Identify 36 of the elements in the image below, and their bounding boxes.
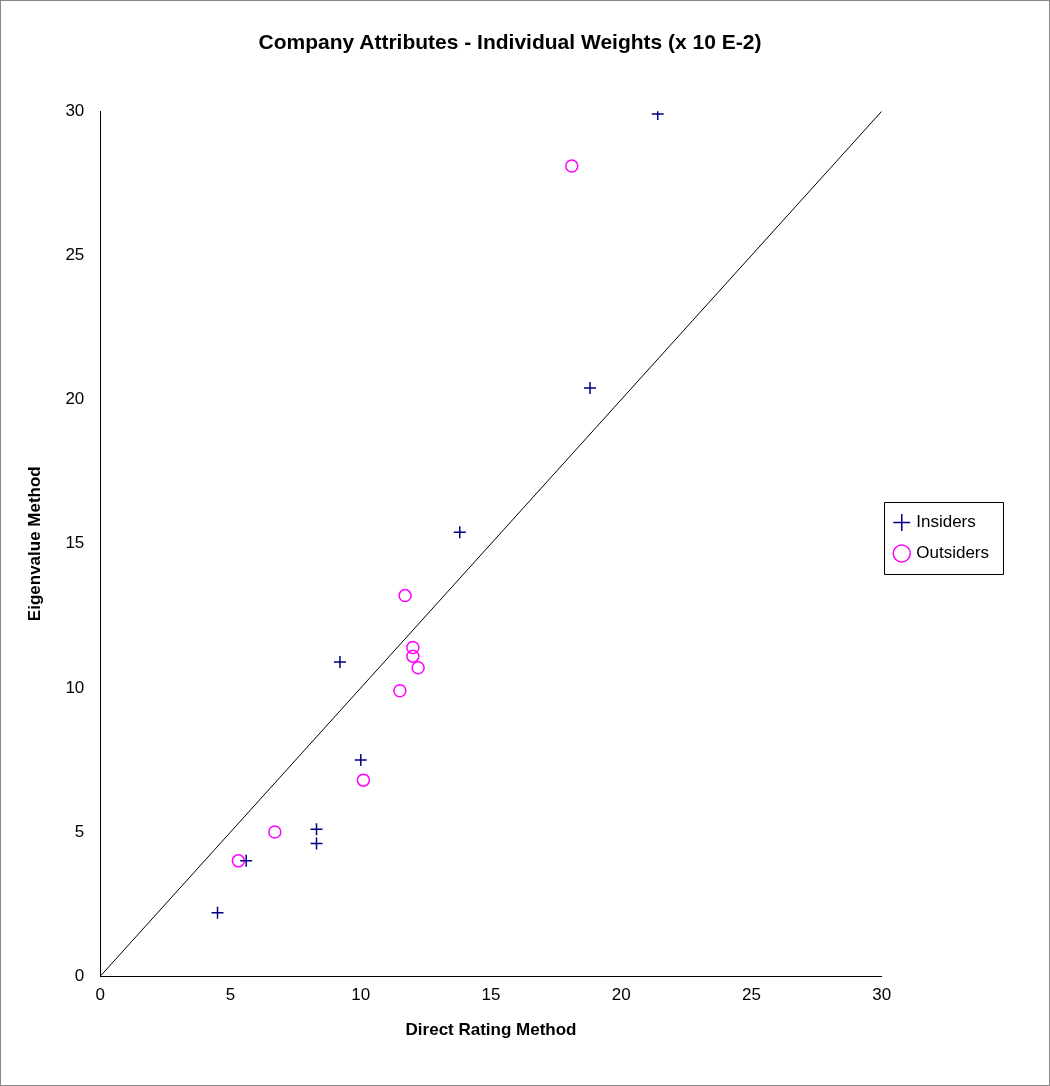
x-axis-title: Direct Rating Method	[405, 1020, 577, 1040]
point	[231, 854, 246, 868]
y-tick-label: 20	[65, 389, 85, 409]
y-tick-label: 0	[74, 965, 85, 985]
y-tick-label: 10	[65, 677, 85, 697]
x-tick-label: 30	[872, 985, 892, 1005]
point	[406, 649, 420, 663]
x-tick-label: 15	[481, 985, 501, 1005]
point	[393, 684, 407, 698]
point	[406, 640, 420, 655]
x-tick-label: 0	[95, 985, 106, 1005]
point	[565, 159, 579, 173]
point	[398, 588, 412, 603]
x-tick-label: 20	[611, 985, 631, 1005]
y-tick-label: 25	[65, 245, 85, 265]
point	[583, 381, 597, 395]
point	[239, 854, 253, 868]
point	[453, 525, 467, 539]
y-tick-label: 5	[74, 821, 85, 841]
y-tick-label: 30	[65, 100, 85, 120]
y-axis-title: Eigenvalue Method	[24, 466, 44, 622]
chart-title: Company Attributes - Individual Weights (x 10 E-2)	[258, 30, 762, 54]
legend-label: Outsiders	[916, 543, 989, 563]
legend-label: Insiders	[916, 512, 976, 532]
x-tick-label: 5	[225, 985, 236, 1005]
point	[333, 655, 347, 669]
x-tick-label: 25	[742, 985, 761, 1005]
point	[309, 836, 324, 851]
x-tick-label: 10	[351, 985, 371, 1005]
point	[411, 660, 425, 675]
y-tick-label: 15	[65, 533, 85, 553]
point	[356, 773, 371, 787]
point	[210, 906, 225, 920]
point	[354, 753, 368, 767]
point	[309, 822, 324, 836]
point	[268, 825, 282, 839]
